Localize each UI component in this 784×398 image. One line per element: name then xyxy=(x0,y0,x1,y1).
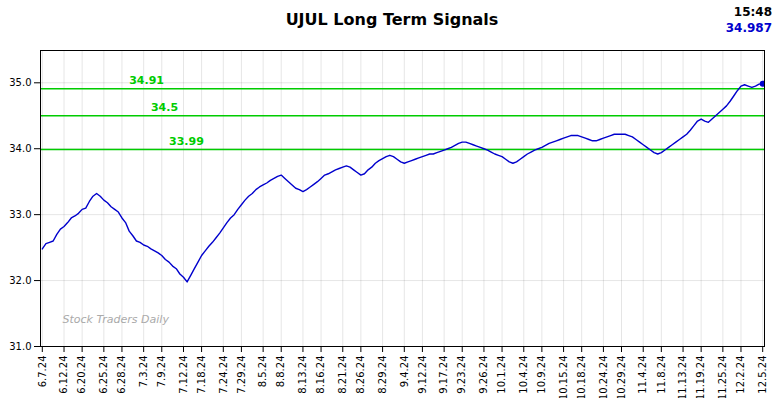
svg-text:8.16.24: 8.16.24 xyxy=(315,356,326,394)
svg-text:7.9.24: 7.9.24 xyxy=(156,356,167,388)
svg-text:10.18.24: 10.18.24 xyxy=(576,356,587,398)
svg-text:9.26.24: 9.26.24 xyxy=(478,356,489,394)
svg-text:10.24.24: 10.24.24 xyxy=(598,356,609,398)
svg-text:7.24.24: 7.24.24 xyxy=(218,356,229,394)
svg-text:9.4.24: 9.4.24 xyxy=(399,356,410,388)
svg-text:34.0: 34.0 xyxy=(9,143,31,154)
svg-text:8.13.24: 8.13.24 xyxy=(297,356,308,394)
svg-text:31.0: 31.0 xyxy=(9,341,31,352)
svg-text:12.2.24: 12.2.24 xyxy=(735,356,746,394)
svg-text:8.8.24: 8.8.24 xyxy=(275,356,286,388)
svg-text:6.12.24: 6.12.24 xyxy=(58,356,69,394)
svg-text:10.4.24: 10.4.24 xyxy=(518,356,529,394)
html-text:15:48: 15:48 xyxy=(733,5,772,19)
svg-text:7.29.24: 7.29.24 xyxy=(236,356,247,394)
svg-text:8.21.24: 8.21.24 xyxy=(337,356,348,394)
svg-text:10.9.24: 10.9.24 xyxy=(536,356,547,394)
html-text:UJUL Long Term Signals: UJUL Long Term Signals xyxy=(285,10,499,29)
svg-text:12.5.24: 12.5.24 xyxy=(757,356,768,394)
svg-text:11.8.24: 11.8.24 xyxy=(656,356,667,394)
svg-text:8.26.24: 8.26.24 xyxy=(355,356,366,394)
svg-text:11.4.24: 11.4.24 xyxy=(637,356,648,394)
svg-text:35.0: 35.0 xyxy=(9,77,31,88)
svg-text:7.12.24: 7.12.24 xyxy=(178,356,189,394)
html-text:34.987: 34.987 xyxy=(725,21,772,35)
svg-text:34.91: 34.91 xyxy=(129,74,164,87)
svg-text:11.25.24: 11.25.24 xyxy=(717,356,728,398)
svg-text:10.15.24: 10.15.24 xyxy=(558,356,569,398)
svg-text:6.28.24: 6.28.24 xyxy=(116,356,127,394)
svg-text:Stock Traders Daily: Stock Traders Daily xyxy=(63,313,170,326)
svg-text:9.12.24: 9.12.24 xyxy=(417,356,428,394)
svg-text:9.23.24: 9.23.24 xyxy=(456,356,467,394)
svg-text:10.1.24: 10.1.24 xyxy=(496,356,507,394)
svg-text:33.99: 33.99 xyxy=(169,135,204,148)
svg-text:11.19.24: 11.19.24 xyxy=(695,356,706,398)
svg-text:34.5: 34.5 xyxy=(151,101,178,114)
svg-text:8.5.24: 8.5.24 xyxy=(257,356,268,388)
svg-text:32.0: 32.0 xyxy=(9,275,31,286)
svg-text:33.0: 33.0 xyxy=(9,209,31,220)
svg-text:7.18.24: 7.18.24 xyxy=(196,356,207,394)
svg-text:6.20.24: 6.20.24 xyxy=(76,356,87,394)
svg-text:6.7.24: 6.7.24 xyxy=(37,356,48,388)
svg-text:9.17.24: 9.17.24 xyxy=(438,356,449,394)
svg-text:11.13.24: 11.13.24 xyxy=(677,356,688,398)
svg-text:8.29.24: 8.29.24 xyxy=(377,356,388,394)
svg-text:7.3.24: 7.3.24 xyxy=(138,356,149,388)
svg-text:6.25.24: 6.25.24 xyxy=(98,356,109,394)
svg-text:10.29.24: 10.29.24 xyxy=(616,356,627,398)
